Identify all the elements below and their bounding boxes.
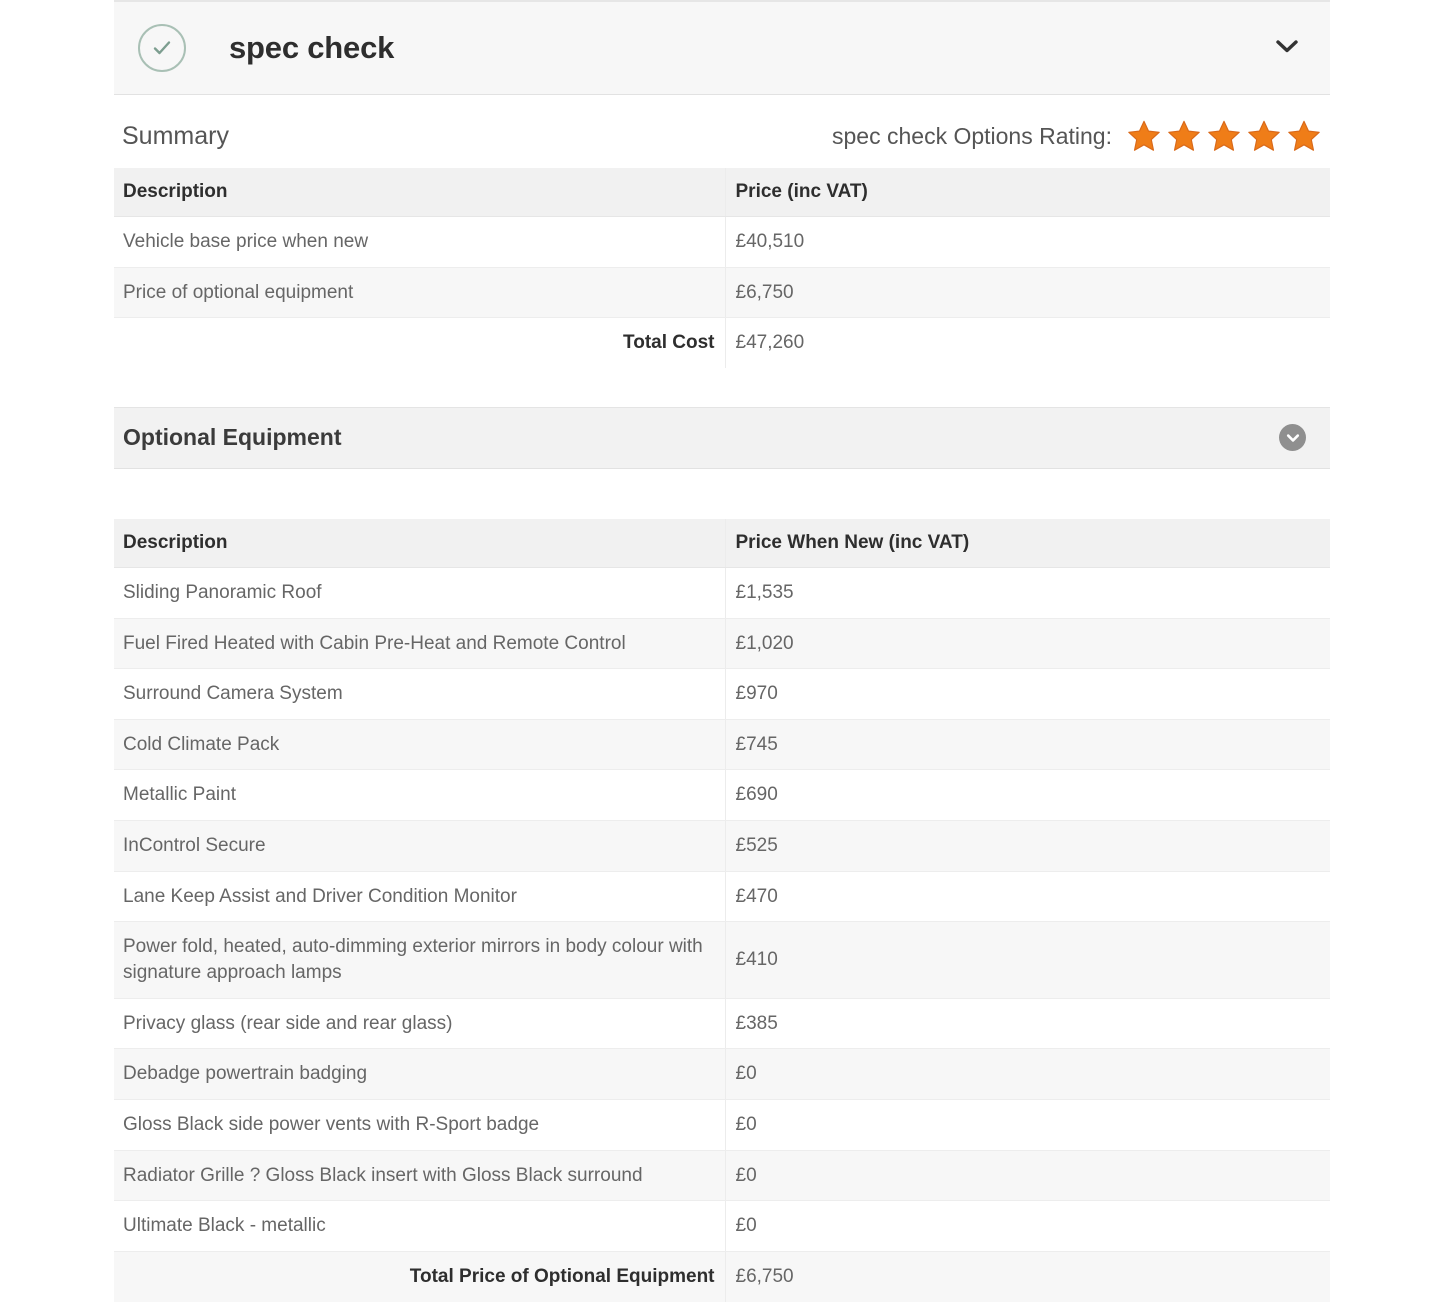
optional-row-description: InControl Secure [114, 820, 725, 872]
summary-total-value: £47,260 [724, 317, 1330, 368]
table-row: Cold Climate Pack £745 [114, 719, 1330, 771]
optional-row-description: Cold Climate Pack [114, 719, 725, 771]
summary-total-row: Total Cost £47,260 [114, 317, 1330, 368]
check-circle-icon [138, 24, 186, 72]
optional-row-description: Fuel Fired Heated with Cabin Pre-Heat an… [114, 618, 725, 670]
spec-check-page: spec check Summary spec check Options Ra… [114, 0, 1330, 1302]
optional-row-price: £0 [724, 1099, 1330, 1151]
summary-total-label: Total Cost [114, 317, 725, 368]
table-row: Fuel Fired Heated with Cabin Pre-Heat an… [114, 618, 1330, 670]
optional-equipment-title: Optional Equipment [123, 424, 342, 451]
optional-row-description: Metallic Paint [114, 769, 725, 822]
circle-chevron-down-icon[interactable] [1279, 424, 1306, 452]
summary-row-price: £40,510 [724, 216, 1330, 268]
table-row: Price of optional equipment £6,750 [114, 267, 1330, 319]
optional-total-row: Total Price of Optional Equipment £6,750 [114, 1251, 1330, 1302]
optional-row-description: Radiator Grille ? Gloss Black insert wit… [114, 1150, 725, 1202]
table-row: Surround Camera System £970 [114, 668, 1330, 720]
table-row: Power fold, heated, auto-dimming exterio… [114, 921, 1330, 999]
optional-row-description: Gloss Black side power vents with R-Spor… [114, 1099, 725, 1151]
page-title: spec check [229, 30, 395, 65]
table-row: Ultimate Black - metallic £0 [114, 1200, 1330, 1252]
summary-heading: Summary [122, 122, 229, 150]
optional-table-header-row: Description Price When New (inc VAT) [114, 518, 1330, 568]
optional-total-value: £6,750 [724, 1251, 1330, 1302]
optional-row-description: Privacy glass (rear side and rear glass) [114, 998, 725, 1050]
summary-col-description: Description [114, 168, 725, 217]
optional-row-price: £470 [724, 871, 1330, 923]
star-icon [1286, 119, 1322, 154]
table-row: Metallic Paint £690 [114, 769, 1330, 822]
summary-row-price: £6,750 [724, 267, 1330, 319]
summary-bar: Summary spec check Options Rating: [114, 95, 1330, 168]
optional-col-price: Price When New (inc VAT) [724, 518, 1330, 568]
summary-row-description: Price of optional equipment [114, 267, 725, 319]
table-row: InControl Secure £525 [114, 820, 1330, 872]
table-row: Lane Keep Assist and Driver Condition Mo… [114, 871, 1330, 923]
optional-row-description: Surround Camera System [114, 668, 725, 720]
optional-row-description: Sliding Panoramic Roof [114, 567, 725, 619]
options-rating-stars [1126, 119, 1322, 154]
optional-row-price: £0 [724, 1048, 1330, 1100]
chevron-down-icon[interactable] [1272, 36, 1302, 61]
optional-row-price: £690 [724, 769, 1330, 822]
star-icon [1246, 119, 1282, 154]
optional-row-price: £0 [724, 1150, 1330, 1202]
optional-row-description: Debadge powertrain badging [114, 1048, 725, 1100]
summary-col-price: Price (inc VAT) [724, 168, 1330, 217]
summary-table: Description Price (inc VAT) Vehicle base… [114, 168, 1330, 368]
optional-equipment-table: Description Price When New (inc VAT) Sli… [114, 518, 1330, 1302]
optional-row-price: £970 [724, 668, 1330, 720]
table-row: Sliding Panoramic Roof £1,535 [114, 567, 1330, 619]
table-row: Debadge powertrain badging £0 [114, 1048, 1330, 1100]
optional-equipment-table-wrap: Description Price When New (inc VAT) Sli… [114, 518, 1330, 1302]
star-icon [1166, 119, 1202, 154]
optional-total-label: Total Price of Optional Equipment [114, 1251, 725, 1302]
optional-row-price: £1,020 [724, 618, 1330, 670]
optional-row-price: £385 [724, 998, 1330, 1050]
table-row: Privacy glass (rear side and rear glass)… [114, 998, 1330, 1050]
table-row: Gloss Black side power vents with R-Spor… [114, 1099, 1330, 1151]
summary-row-description: Vehicle base price when new [114, 216, 725, 268]
optional-row-description: Power fold, heated, auto-dimming exterio… [114, 921, 725, 999]
star-icon [1206, 119, 1242, 154]
optional-row-price: £410 [724, 921, 1330, 999]
options-rating-label: spec check Options Rating: [832, 123, 1112, 149]
optional-row-price: £525 [724, 820, 1330, 872]
star-icon [1126, 119, 1162, 154]
summary-table-header-row: Description Price (inc VAT) [114, 168, 1330, 217]
optional-row-description: Ultimate Black - metallic [114, 1200, 725, 1252]
optional-row-price: £0 [724, 1200, 1330, 1252]
optional-row-price: £1,535 [724, 567, 1330, 619]
optional-equipment-section-header[interactable]: Optional Equipment [114, 406, 1330, 469]
optional-row-description: Lane Keep Assist and Driver Condition Mo… [114, 871, 725, 923]
table-row: Radiator Grille ? Gloss Black insert wit… [114, 1150, 1330, 1202]
optional-row-price: £745 [724, 719, 1330, 771]
spec-check-panel-header[interactable]: spec check [114, 0, 1330, 95]
table-row: Vehicle base price when new £40,510 [114, 216, 1330, 268]
optional-col-description: Description [114, 518, 725, 568]
